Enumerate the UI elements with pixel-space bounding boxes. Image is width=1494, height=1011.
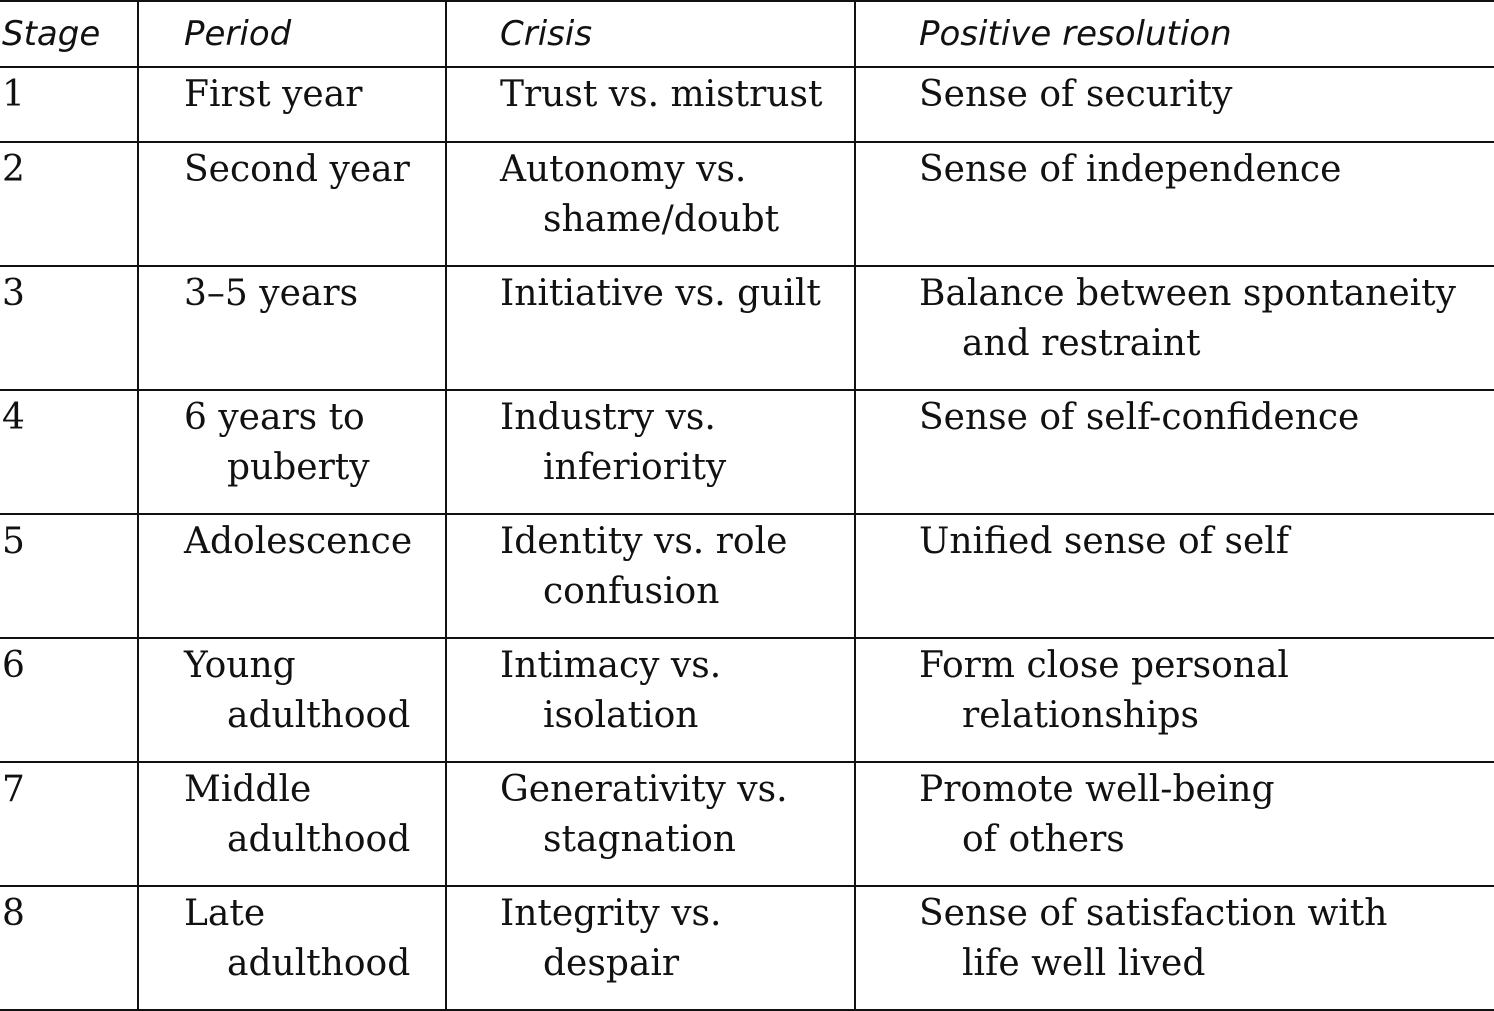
cell-crisis: Identity vs. role confusion [446, 514, 856, 639]
table-row: 2 Second year Autonomy vs. shame/doubt Sense… [0, 142, 1494, 267]
cell-crisis-line: Generativity vs. [500, 769, 788, 810]
cell-period: 3–5 years [138, 266, 447, 391]
cell-period: Late adulthood [138, 886, 447, 1011]
cell-period: Middle adulthood [138, 762, 447, 887]
cell-positive-resolution-line: Sense of self-confidence [919, 397, 1360, 438]
header-period: Period [138, 0, 447, 68]
cell-positive-resolution: Unified sense of self [855, 514, 1494, 639]
cell-stage: 6 [0, 638, 139, 763]
cell-crisis-line: isolation [543, 695, 699, 736]
cell-crisis-line: Autonomy vs. [500, 149, 747, 190]
cell-positive-resolution: Sense of independence [855, 142, 1494, 267]
cell-period-line: adulthood [227, 943, 411, 984]
cell-stage: 3 [0, 266, 139, 391]
cell-stage: 5 [0, 514, 139, 639]
cell-period: Young adulthood [138, 638, 447, 763]
cell-positive-resolution: Sense of satisfaction with life well live… [855, 886, 1494, 1011]
cell-positive-resolution-line: Sense of satisfaction with [919, 893, 1388, 934]
cell-positive-resolution-line: Balance between spontaneity [919, 273, 1456, 314]
header-row: Stage Period Crisis Positive resolution [0, 0, 1494, 68]
cell-stage: 4 [0, 390, 139, 515]
table-row: 8 Late adulthood Integrity vs. despair Sense … [0, 886, 1494, 1011]
table-row: 1 First year Trust vs. mistrust Sense of se… [0, 67, 1494, 143]
cell-stage: 2 [0, 142, 139, 267]
cell-crisis-line: Industry vs. [500, 397, 716, 438]
header-stage: Stage [0, 0, 139, 68]
cell-crisis: Trust vs. mistrust [446, 67, 856, 143]
cell-positive-resolution-line: Unified sense of self [919, 521, 1290, 562]
cell-period-line: Young [184, 645, 296, 686]
cell-crisis: Integrity vs. despair [446, 886, 856, 1011]
cell-crisis-line: Integrity vs. [500, 893, 722, 934]
cell-crisis-line: confusion [543, 571, 720, 612]
cell-positive-resolution-line: Form close personal [919, 645, 1289, 686]
cell-positive-resolution-line: Sense of security [919, 74, 1233, 115]
cell-period-line: Second year [184, 149, 410, 190]
cell-period: Second year [138, 142, 447, 267]
cell-period-line: 3–5 years [184, 273, 359, 314]
cell-crisis: Industry vs. inferiority [446, 390, 856, 515]
cell-stage: 7 [0, 762, 139, 887]
cell-crisis-line: shame/doubt [543, 199, 780, 240]
cell-period-line: puberty [227, 447, 370, 488]
cell-period-line: Late [184, 893, 266, 934]
table-body: 1 First year Trust vs. mistrust Sense of se… [0, 67, 1494, 1011]
cell-period: Adolescence [138, 514, 447, 639]
header-crisis: Crisis [446, 0, 856, 68]
cell-positive-resolution-line: Sense of independence [919, 149, 1342, 190]
cell-stage: 1 [0, 67, 139, 143]
cell-positive-resolution: Form close personal relationships [855, 638, 1494, 763]
cell-stage: 8 [0, 886, 139, 1011]
cell-crisis-line: despair [543, 943, 680, 984]
cell-positive-resolution: Sense of security [855, 67, 1494, 143]
cell-period-line: adulthood [227, 695, 411, 736]
table-row: 3 3–5 years Initiative vs. guilt Balance be… [0, 266, 1494, 391]
cell-period-line: Adolescence [184, 521, 413, 562]
cell-crisis-line: Intimacy vs. [500, 645, 722, 686]
cell-crisis-line: Identity vs. role [500, 521, 788, 562]
cell-positive-resolution: Balance between spontaneity and restraint [855, 266, 1494, 391]
cell-positive-resolution-line: and restraint [962, 323, 1201, 364]
cell-period-line: adulthood [227, 819, 411, 860]
cell-positive-resolution-line: of others [962, 819, 1125, 860]
cell-period-line: 6 years to [184, 397, 365, 438]
table-row: 7 Middle adulthood Generativity vs. stagnati… [0, 762, 1494, 887]
table-row: 6 Young adulthood Intimacy vs. isolation Form… [0, 638, 1494, 763]
cell-positive-resolution: Sense of self-confidence [855, 390, 1494, 515]
cell-positive-resolution-line: life well lived [962, 943, 1206, 984]
cell-positive-resolution-line: relationships [962, 695, 1200, 736]
cell-crisis-line: inferiority [543, 447, 727, 488]
table-row: 4 6 years to puberty Industry vs. inferiorit… [0, 390, 1494, 515]
cell-crisis: Initiative vs. guilt [446, 266, 856, 391]
cell-crisis-line: Initiative vs. guilt [500, 273, 821, 314]
table-header: Stage Period Crisis Positive resolution [0, 0, 1494, 68]
cell-period: First year [138, 67, 447, 143]
cell-period: 6 years to puberty [138, 390, 447, 515]
cell-crisis: Intimacy vs. isolation [446, 638, 856, 763]
cell-positive-resolution: Promote well-being of others [855, 762, 1494, 887]
table-row: 5 Adolescence Identity vs. role confusion Un… [0, 514, 1494, 639]
cell-period-line: First year [184, 74, 363, 115]
cell-crisis: Generativity vs. stagnation [446, 762, 856, 887]
cell-positive-resolution-line: Promote well-being [919, 769, 1275, 810]
cell-crisis: Autonomy vs. shame/doubt [446, 142, 856, 267]
cell-crisis-line: stagnation [543, 819, 736, 860]
cell-period-line: Middle [184, 769, 312, 810]
header-positive-resolution: Positive resolution [855, 0, 1494, 68]
cell-crisis-line: Trust vs. mistrust [500, 74, 823, 115]
